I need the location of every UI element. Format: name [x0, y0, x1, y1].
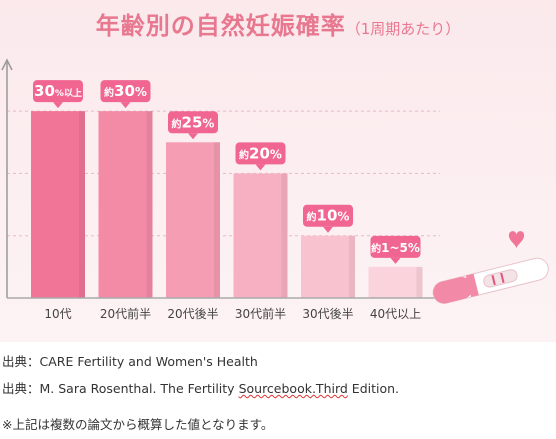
value-label-pointer — [390, 257, 401, 264]
value-label-pointer — [255, 164, 266, 171]
heart-icon — [508, 231, 525, 249]
value-label-badge — [303, 204, 353, 227]
chart-panel: 年齢別の自然妊娠確率（1周期あたり） 30%以上 約30% 約25% 約20% 約10%… — [0, 0, 556, 342]
bar-shade — [214, 142, 220, 298]
value-label-pointer — [120, 102, 131, 109]
value-label: 約30% — [100, 80, 151, 109]
category-label: 30代後半 — [302, 307, 353, 321]
value-label-text: 約25% — [172, 113, 215, 131]
value-label-pointer — [53, 102, 63, 109]
value-label-text: 約10% — [307, 207, 350, 225]
bars-group — [31, 111, 423, 299]
bar — [31, 111, 85, 299]
value-label-text: 約1~5% — [371, 241, 420, 255]
value-label-pointer — [188, 133, 198, 140]
value-label: 約25% — [168, 111, 218, 140]
value-label-text: 約30% — [104, 82, 147, 100]
chart-title-main: 年齢別の自然妊娠確率 — [95, 12, 346, 40]
value-label-text: 約20% — [239, 144, 282, 162]
bar-shade — [146, 111, 153, 299]
value-label-badge — [370, 235, 421, 258]
bar-chart: 30%以上 約30% 約25% 約20% 約10% 約1~5% 10代 20代前半 20代後半… — [1, 58, 549, 321]
chart-title-sub: （1周期あたり） — [345, 20, 461, 38]
value-labels-group: 30%以上 約30% 約25% 約20% 約10% 約1~5% — [33, 80, 421, 264]
value-label-badge — [33, 80, 83, 103]
value-label-badge — [168, 111, 218, 134]
bar-shade — [79, 111, 85, 299]
category-label: 20代前半 — [100, 306, 151, 321]
pregnancy-test-icon — [432, 257, 549, 304]
source-line-1: 出典：CARE Fertility and Women's Health — [2, 354, 258, 369]
category-labels-group: 10代 20代前半 20代後半 30代前半 30代後半 40代以上 — [44, 306, 421, 321]
value-label: 約1~5% — [370, 235, 421, 264]
disclaimer-note: ※上記は複数の論文から概算した値となります。 — [2, 417, 274, 432]
value-label: 30%以上 — [33, 80, 83, 109]
source-line-2: 出典：M. Sara Rosenthal. The Fertility Sour… — [2, 378, 399, 397]
bar-shade — [281, 173, 288, 298]
category-label: 40代以上 — [370, 307, 421, 321]
source-line-2-end: Edition. — [347, 381, 400, 396]
source-line-2-start: 出典：M. Sara Rosenthal. The Fertility — [2, 381, 239, 396]
value-label-badge — [235, 142, 286, 165]
category-label: 30代前半 — [235, 306, 286, 321]
bar-shade — [349, 235, 355, 298]
bar-shade — [416, 266, 423, 298]
category-label: 20代後半 — [167, 307, 218, 321]
bar — [98, 111, 153, 299]
value-label-pointer — [323, 226, 333, 233]
bar — [166, 142, 220, 298]
category-label: 10代 — [44, 307, 71, 321]
chart-title: 年齢別の自然妊娠確率（1周期あたり） — [0, 6, 556, 41]
source-line-2-underlined: Sourcebook.Third — [238, 381, 348, 396]
y-axis-arrow-icon — [1, 58, 13, 71]
bar — [233, 173, 288, 298]
value-label-badge — [100, 80, 151, 103]
value-label-text: 30%以上 — [34, 82, 82, 100]
value-label: 約10% — [303, 204, 353, 233]
bar — [301, 235, 355, 298]
bar — [368, 266, 423, 298]
value-label: 約20% — [235, 142, 286, 171]
